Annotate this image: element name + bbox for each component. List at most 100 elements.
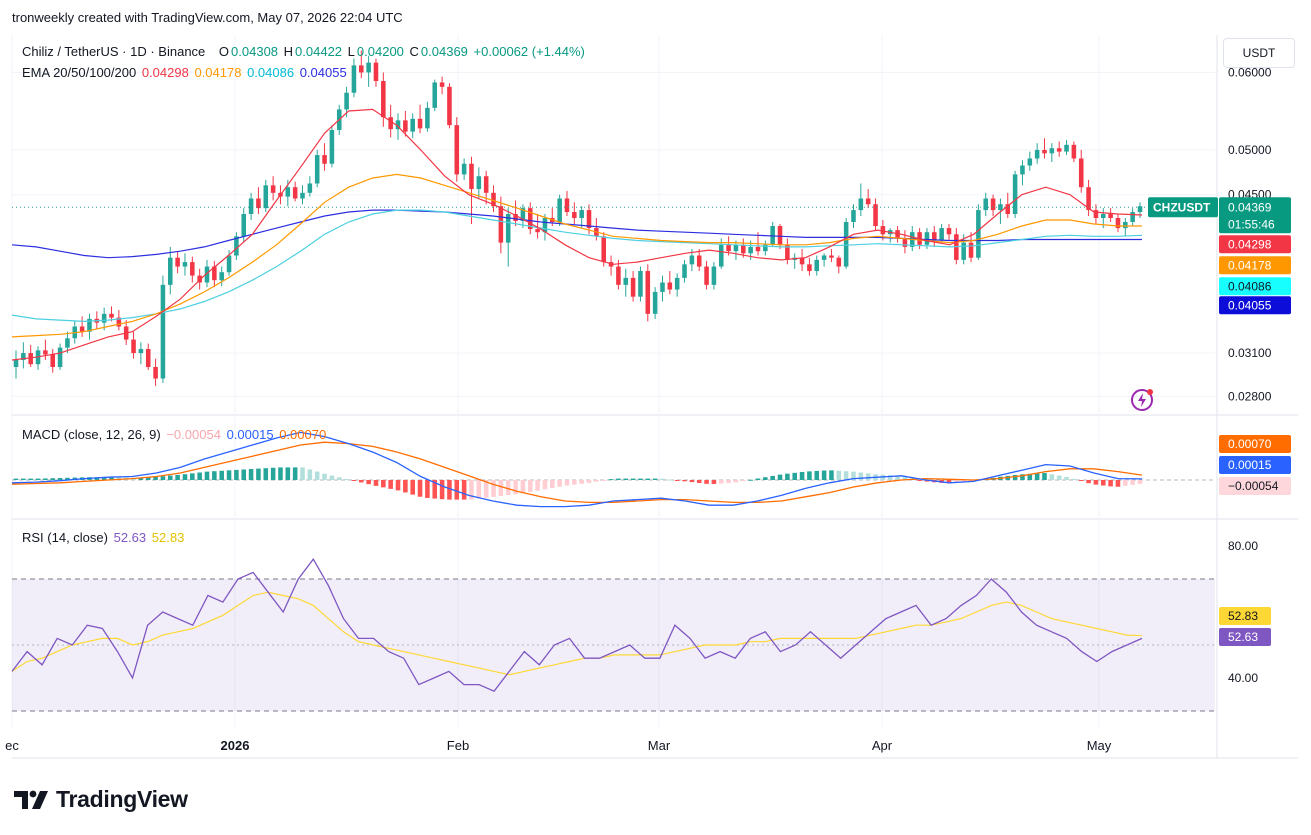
open-label: O [218, 44, 230, 59]
candle-body [799, 257, 805, 265]
macd-histogram-bar [322, 473, 327, 480]
ema-legend[interactable]: EMA 20/50/100/200 0.04298 0.04178 0.0408… [22, 65, 349, 80]
macd-histogram-bar [733, 480, 739, 483]
candle-body [1034, 149, 1040, 159]
candle-body [682, 264, 687, 278]
ema20-badge-bg [1219, 235, 1291, 254]
macd-histogram-bar [865, 473, 871, 480]
candle-body [748, 246, 753, 254]
ema20-line [11, 108, 1143, 361]
macd-histogram-bar [1034, 473, 1040, 480]
ema200-line [11, 209, 1142, 259]
macd-histogram-bar [1064, 476, 1069, 480]
macd-histogram-bar [101, 477, 107, 480]
candle-body [836, 257, 842, 267]
candle-body [990, 198, 996, 211]
symbol-tag-bg [1148, 197, 1218, 218]
macd-signal-badge-bg [1219, 435, 1291, 453]
time-tick-label: 2026 [221, 738, 250, 753]
macd-line-value: 0.00015 [226, 427, 274, 442]
macd-histogram-bar [21, 478, 26, 480]
candle-body [542, 217, 548, 233]
tradingview-wordmark: TradingView [56, 786, 188, 812]
macd-histogram-bar [608, 479, 614, 481]
candle-body [65, 338, 70, 348]
change-value: +0.00062 (+1.44%) [473, 44, 585, 59]
currency-selector-button[interactable]: USDT [1223, 38, 1295, 68]
macd-histogram-bar [1078, 480, 1084, 481]
candle-body [417, 118, 423, 129]
tradingview-logo-icon [14, 790, 48, 809]
macd-histogram-bar [645, 478, 651, 480]
candle-body [79, 326, 85, 332]
macd-histogram-bar [887, 475, 893, 480]
candle-body [145, 348, 151, 368]
candle-body [28, 353, 33, 365]
macd-histogram-bar [564, 480, 570, 486]
candle-body [212, 266, 217, 281]
macd-histogram-bar [498, 480, 504, 497]
candle-body [733, 244, 739, 252]
macd-histogram-bar [579, 480, 584, 484]
macd-histogram-bar [35, 478, 41, 480]
macd-histogram-bar [167, 475, 173, 480]
macd-histogram-bar [748, 479, 753, 481]
high-label: H [283, 44, 294, 59]
candle-body [1108, 214, 1113, 218]
macd-histogram-bar [902, 476, 908, 480]
candle-body [1137, 206, 1143, 213]
macd-histogram-bar [741, 480, 746, 482]
macd-histogram-bar [336, 477, 342, 480]
candle-body [454, 125, 460, 175]
open-value: 0.04308 [231, 44, 279, 59]
candle-body [491, 192, 496, 207]
candle-body [1064, 144, 1069, 152]
macd-hist-badge: −0.00054 [1228, 479, 1279, 493]
last-price-badge-bg [1219, 197, 1291, 234]
rsi-legend[interactable]: RSI (14, close) 52.63 52.83 [22, 530, 186, 545]
macd-legend[interactable]: MACD (close, 12, 26, 9) −0.00054 0.00015… [22, 427, 328, 442]
macd-histogram-bar [836, 470, 842, 480]
macd-histogram-bar [28, 478, 33, 480]
macd-histogram-bar [718, 480, 724, 484]
macd-histogram-bar [843, 471, 849, 480]
candle-body [447, 86, 452, 126]
candle-body [1042, 149, 1047, 154]
ema100-badge-bg [1219, 277, 1291, 296]
candle-body [344, 92, 349, 110]
macd-histogram-bar [263, 468, 269, 480]
candle-body [292, 187, 298, 199]
ema20-value: 0.04298 [141, 65, 189, 80]
candle-body [270, 185, 276, 193]
candle-body [513, 214, 518, 221]
macd-histogram-bar [175, 474, 180, 480]
candle-body [961, 242, 966, 260]
macd-line-badge: 0.00015 [1228, 458, 1272, 472]
rsi-ma-value: 52.83 [151, 530, 185, 545]
lightning-icon[interactable] [1130, 388, 1154, 412]
time-tick-label: Feb [447, 738, 469, 753]
tradingview-logo: TradingView [14, 786, 188, 813]
candle-body [167, 257, 173, 285]
candle-body [1130, 212, 1135, 222]
macd-histogram-bar [234, 469, 239, 480]
price-tick-label: 0.06000 [1228, 65, 1272, 79]
macd-histogram-bar [314, 471, 320, 480]
ema100-badge: 0.04086 [1228, 279, 1272, 293]
macd-histogram-bar [476, 480, 482, 499]
macd-histogram-bar [946, 480, 952, 484]
macd-histogram-bar [851, 471, 856, 480]
symbol-title: Chiliz / TetherUS · 1D · Binance [22, 44, 206, 59]
candle-body [366, 62, 371, 73]
macd-histogram-bar [814, 470, 820, 480]
rsi-value: 52.63 [113, 530, 147, 545]
candle-body [564, 198, 570, 213]
candle-body [572, 212, 577, 218]
macd-histogram-bar [307, 469, 313, 480]
macd-histogram-bar [359, 480, 364, 483]
candle-body [520, 208, 526, 221]
low-label: L [347, 44, 355, 59]
macd-histogram-bar [799, 471, 805, 480]
macd-histogram-bar [204, 471, 210, 480]
